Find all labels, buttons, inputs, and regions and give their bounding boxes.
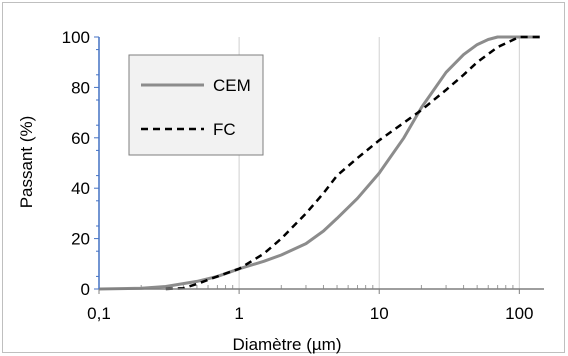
chart-frame [2,2,565,353]
y-tick-label-5: 100 [62,28,90,47]
x-axis-label: Diamètre (µm) [233,335,342,354]
series-line-fc [165,35,540,291]
series-layer [98,35,540,291]
y-tick-label-2: 40 [71,179,90,198]
grid [238,37,520,289]
y-tick-label-4: 80 [71,78,90,97]
x-tick-label-1: 1 [234,304,243,323]
legend-label-cem: CEM [213,76,251,95]
axes [94,36,544,294]
y-tick-label-1: 20 [71,230,90,249]
x-tick-label-2: 10 [370,304,389,323]
legend: CEM FC [128,54,264,156]
x-tick-labels: 0,1 1 10 100 [87,304,533,323]
series-line-cem [98,35,540,291]
y-tick-label-0: 0 [81,280,90,299]
legend-box [128,54,264,156]
y-tick-labels: 0 20 40 60 80 100 [62,28,90,299]
x-tick-label-0: 0,1 [87,304,111,323]
y-axis-label: Passant (%) [17,116,36,209]
y-tick-label-3: 60 [71,129,90,148]
x-tick-label-3: 100 [505,304,533,323]
legend-label-fc: FC [213,120,236,139]
